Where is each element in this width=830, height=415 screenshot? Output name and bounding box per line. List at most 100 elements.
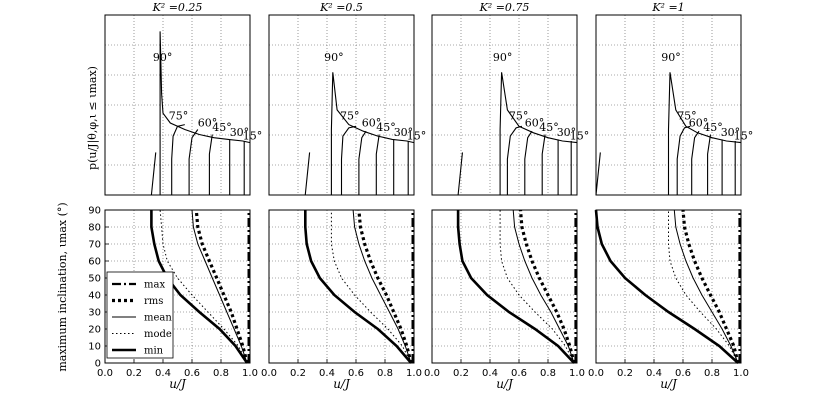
curve-label: 45° [703, 121, 723, 134]
panel-title: K² =1 [651, 1, 684, 14]
y-tick-label: 70 [88, 240, 101, 251]
curve-label: 75° [677, 110, 697, 123]
bottom-ylabel: maximum inclination, ιmax (°) [56, 202, 69, 371]
x-tick-label: 0.2 [126, 368, 142, 379]
x-axis-label: u/J [660, 377, 678, 391]
bottom-panel-4: 0.0 0.2 0.4 0.6 0.8 1.0 u/J [588, 209, 749, 391]
x-tick-label: 0.0 [424, 368, 440, 379]
series-mean [673, 209, 739, 364]
x-tick-label: 1.0 [406, 368, 422, 379]
curve-edge [150, 152, 157, 196]
curve-75deg [340, 125, 357, 195]
x-tick-label: 1.0 [569, 368, 585, 379]
x-tick-label: 0.6 [184, 368, 200, 379]
y-tick-label: 0 [95, 359, 101, 370]
series-min [456, 210, 576, 364]
series-rms [518, 209, 576, 364]
series-mode [159, 209, 248, 364]
curve-label: 60° [198, 116, 218, 129]
x-tick-label: 0.6 [348, 368, 364, 379]
curve-label: 30° [557, 126, 577, 139]
series-min [150, 210, 249, 364]
curve-label: 30° [394, 126, 414, 139]
x-tick-label: 0.8 [213, 368, 229, 379]
curve-edge [457, 152, 463, 196]
legend-label-mean: mean [144, 313, 172, 324]
x-tick-label: 0.0 [588, 368, 604, 379]
x-tick-label: 1.0 [733, 368, 749, 379]
x-tick-label: 0.0 [261, 368, 277, 379]
series-min [594, 209, 739, 364]
x-tick-label: 0.2 [453, 368, 469, 379]
curve-60deg [524, 130, 533, 195]
bottom-panel-3: 0.0 0.2 0.4 0.6 0.8 1.0 u/J [424, 209, 585, 391]
curve-90deg [330, 72, 415, 195]
x-tick-label: 0.4 [319, 368, 335, 379]
curve-label: 75° [340, 110, 360, 123]
panel-title: K² =0.5 [319, 1, 363, 14]
curve-label: 60° [525, 116, 545, 129]
series-mode [668, 210, 739, 364]
y-tick-label: 80 [88, 223, 101, 234]
legend-label-max: max [144, 280, 165, 291]
top-panel-4: 90° 75°60°45°30°15° K² =1 [595, 1, 754, 196]
x-tick-label: 1.0 [242, 368, 258, 379]
bottom-panel-1: 0.0 0.2 0.4 0.6 0.8 1.0 0 10 20 30 40 50 60 70 80 90 u/J [88, 206, 258, 392]
legend-label-rms: rms [144, 296, 163, 307]
curve-label: 90° [153, 51, 173, 64]
x-tick-label: 0.4 [155, 368, 171, 379]
series-rms [357, 209, 413, 364]
curve-45deg [208, 134, 213, 195]
top-panel-2: 90° 75°60°45°30°15° K² =0.5 [268, 1, 426, 196]
x-tick-label: 0.0 [97, 368, 113, 379]
plot-frame [431, 14, 578, 196]
curve-label: 45° [376, 121, 396, 134]
x-tick-label: 0.8 [540, 368, 556, 379]
curve-label: 75° [169, 110, 189, 123]
top-panel-1: 90° 75° 60°45°30°15° K² =0.25 [104, 1, 262, 196]
series-mode [330, 210, 412, 364]
y-tick-label: 10 [88, 342, 101, 353]
curve-label: 60° [689, 116, 709, 129]
curve-edge [304, 152, 311, 196]
legend-box [106, 271, 174, 359]
x-axis-label: u/J [496, 377, 514, 391]
y-tick-label: 30 [88, 308, 101, 319]
curve-label: 45° [539, 121, 559, 134]
series-mean [512, 209, 575, 364]
legend-label-min: min [144, 346, 164, 357]
x-tick-label: 0.2 [617, 368, 633, 379]
curve-45deg [375, 134, 380, 195]
curve-60deg [691, 130, 700, 195]
y-tick-label: 20 [88, 325, 101, 336]
curve-label: 75° [509, 110, 528, 123]
x-axis-label: u/J [333, 377, 351, 391]
plot-frame [595, 14, 742, 196]
x-tick-label: 0.6 [511, 368, 527, 379]
curve-label: 60° [362, 116, 382, 129]
x-tick-label: 0.4 [646, 368, 662, 379]
curve-75deg [676, 125, 691, 195]
bottom-panel-2: 0.0 0.2 0.4 0.6 0.8 1.0 u/J [261, 209, 422, 391]
curve-60deg [358, 130, 367, 195]
curve-75deg [506, 125, 523, 195]
plot-frame [268, 14, 415, 196]
curve-label: 15° [734, 129, 754, 142]
curve-60deg [188, 129, 199, 195]
legend: max rms mean mode min [106, 271, 174, 359]
curve-label: 15° [570, 129, 590, 142]
curve-label: 90° [324, 51, 344, 64]
plot-frame [104, 14, 251, 196]
panels: 90°75°60°45°30°15°K² =0.2590°75°60°45°30… [88, 1, 753, 391]
plot-frame [268, 209, 415, 364]
x-tick-label: 0.8 [704, 368, 720, 379]
plot-frame [104, 209, 251, 364]
plot-frame [595, 209, 742, 364]
top-panel-3: 90° 75°60°45°30°15° K² =0.75 [431, 1, 590, 196]
x-tick-label: 0.8 [377, 368, 393, 379]
x-tick-label: 0.4 [482, 368, 498, 379]
series-mean [191, 209, 248, 364]
curve-edge [595, 152, 601, 196]
series-mean [352, 209, 412, 364]
curve-label: 30° [721, 126, 741, 139]
